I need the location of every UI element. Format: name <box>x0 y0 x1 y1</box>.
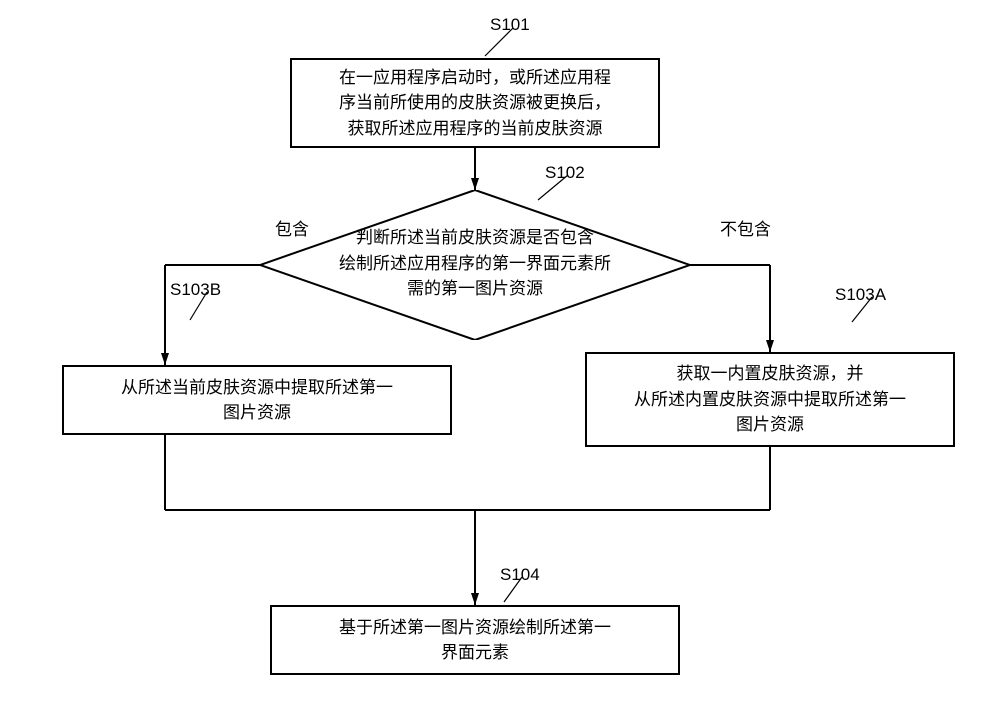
node-s103b-text: 从所述当前皮肤资源中提取所述第一图片资源 <box>121 375 393 426</box>
node-s103a: 获取一内置皮肤资源，并从所述内置皮肤资源中提取所述第一图片资源 <box>585 352 955 447</box>
label-s103a: S103A <box>835 285 886 305</box>
node-s101: 在一应用程序启动时，或所述应用程序当前所使用的皮肤资源被更换后，获取所述应用程序… <box>290 58 660 148</box>
label-s102: S102 <box>545 163 585 183</box>
node-s102 <box>260 190 690 340</box>
branch-left-label: 包含 <box>275 215 309 240</box>
label-s104: S104 <box>500 565 540 585</box>
node-s103b: 从所述当前皮肤资源中提取所述第一图片资源 <box>62 365 452 435</box>
node-s104: 基于所述第一图片资源绘制所述第一界面元素 <box>270 605 680 675</box>
node-s103a-text: 获取一内置皮肤资源，并从所述内置皮肤资源中提取所述第一图片资源 <box>634 361 906 438</box>
branch-right-label: 不包含 <box>720 215 771 240</box>
label-s101: S101 <box>490 15 530 35</box>
label-s103b: S103B <box>170 280 221 300</box>
node-s104-text: 基于所述第一图片资源绘制所述第一界面元素 <box>339 615 611 666</box>
node-s101-text: 在一应用程序启动时，或所述应用程序当前所使用的皮肤资源被更换后，获取所述应用程序… <box>339 65 611 142</box>
